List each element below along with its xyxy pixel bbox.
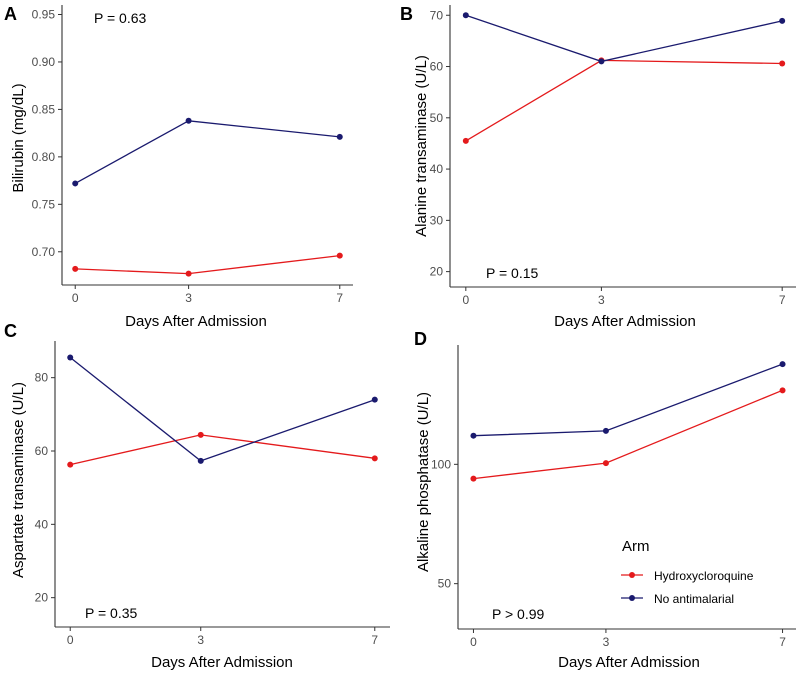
panel-d-ylabel: Alkaline phosphatase (U/L) (415, 392, 432, 572)
panel-a-point-hydroxycloroquine (72, 265, 79, 272)
panel-a-ytick-label: 0.80 (32, 150, 56, 164)
panel-b-xtick-label: 0 (462, 293, 469, 307)
panel-c-point-hydroxycloroquine (371, 455, 378, 462)
panel-c-ytick-label: 60 (35, 444, 49, 458)
panel-c-line-no-antimalarial (69, 356, 376, 462)
panel-b-ytick-label: 20 (430, 265, 444, 279)
panel-c-point-hydroxycloroquine (67, 461, 74, 468)
legend: Arm Hydroxycloroquine No antimalarial (621, 538, 754, 606)
panel-b-point-no-antimalarial (462, 12, 469, 19)
legend-dot-no-antimalarial (629, 595, 635, 601)
legend-dot-hydroxycloroquine (629, 572, 635, 578)
panel-a-line-hydroxycloroquine (75, 254, 340, 275)
panel-a: A Days After Admission Bilirubin (mg/dL)… (4, 4, 353, 330)
panel-a-ytick-label: 0.95 (32, 7, 56, 21)
panel-c-ytick-label: 20 (35, 591, 49, 605)
panel-d-xtick-label: 0 (470, 635, 477, 649)
panel-c-xtick-label: 3 (197, 633, 204, 647)
panel-d: D Days After Admission Alkaline phosphat… (414, 329, 796, 671)
panel-c-xlabel: Days After Admission (151, 654, 293, 671)
panel-b-xtick-label: 7 (779, 293, 786, 307)
panel-c-line-hydroxycloroquine (70, 434, 375, 466)
panel-d-point-no-antimalarial (779, 361, 786, 368)
panel-b-ytick-label: 70 (430, 8, 444, 22)
panel-a-ytick-label: 0.85 (32, 102, 56, 116)
panel-a-line-no-antimalarial (74, 120, 340, 184)
panel-a-point-hydroxycloroquine (336, 252, 343, 259)
panel-c-ytick-label: 80 (35, 371, 49, 385)
panel-b-ytick-label: 60 (430, 60, 444, 74)
panel-d-ytick-label: 50 (438, 577, 452, 591)
panel-b-ytick-label: 30 (430, 213, 444, 227)
panel-b-point-no-antimalarial (598, 58, 605, 65)
panel-b-ytick-label: 50 (430, 111, 444, 125)
panel-a-point-hydroxycloroquine (185, 270, 192, 277)
panel-d-line-no-antimalarial (473, 363, 783, 437)
panel-a-ylabel: Bilirubin (mg/dL) (10, 83, 27, 192)
panel-c-xtick-label: 7 (371, 633, 378, 647)
panel-a-ytick-label: 0.75 (32, 197, 56, 211)
panel-c-point-no-antimalarial (371, 396, 378, 403)
panel-b-point-hydroxycloroquine (779, 60, 786, 67)
panel-b-line-no-antimalarial (465, 14, 783, 63)
panel-b-xlabel: Days After Admission (554, 313, 696, 330)
panel-b-xtick-label: 3 (598, 293, 605, 307)
panel-b: B Days After Admission Alanine transamin… (400, 4, 796, 330)
panel-d-point-no-antimalarial (602, 427, 609, 434)
legend-title: Arm (622, 538, 650, 555)
panel-c-xtick-label: 0 (67, 633, 74, 647)
panel-c-point-hydroxycloroquine (197, 431, 204, 438)
panel-b-point-no-antimalarial (779, 17, 786, 24)
panel-a-point-no-antimalarial (72, 180, 79, 187)
panel-b-ytick-label: 40 (430, 162, 444, 176)
panel-a-xtick-label: 7 (336, 291, 343, 305)
panel-a-letter: A (4, 4, 17, 24)
panel-d-p-value: P > 0.99 (492, 606, 545, 622)
panel-a-xtick-label: 0 (72, 291, 79, 305)
panel-a-p-value: P = 0.63 (94, 10, 147, 26)
panel-c: C Days After Admission Aspartate transam… (4, 321, 390, 671)
legend-label-hydroxycloroquine: Hydroxycloroquine (654, 569, 754, 583)
panel-a-xlabel: Days After Admission (125, 313, 267, 330)
panel-c-ylabel: Aspartate transaminase (U/L) (10, 382, 27, 578)
panel-a-ytick-label: 0.90 (32, 55, 56, 69)
panel-d-point-hydroxycloroquine (470, 475, 477, 482)
panel-a-xtick-label: 3 (185, 291, 192, 305)
panel-c-ytick-label: 40 (35, 517, 49, 531)
legend-label-no-antimalarial: No antimalarial (654, 592, 734, 606)
panel-c-p-value: P = 0.35 (85, 605, 138, 621)
panel-d-xtick-label: 7 (779, 635, 786, 649)
panel-a-point-no-antimalarial (336, 133, 343, 140)
panel-b-line-hydroxycloroquine (465, 59, 783, 142)
panel-d-xtick-label: 3 (603, 635, 610, 649)
panel-d-point-no-antimalarial (470, 432, 477, 439)
panel-a-point-no-antimalarial (185, 117, 192, 124)
panel-d-point-hydroxycloroquine (779, 387, 786, 394)
panel-c-letter: C (4, 321, 17, 341)
panel-b-p-value: P = 0.15 (486, 265, 539, 281)
panel-d-letter: D (414, 329, 427, 349)
panel-b-letter: B (400, 4, 413, 24)
panel-c-point-no-antimalarial (197, 457, 204, 464)
panel-d-xlabel: Days After Admission (558, 654, 700, 671)
panel-a-ytick-label: 0.70 (32, 245, 56, 259)
panel-b-point-hydroxycloroquine (462, 137, 469, 144)
panel-d-ytick-label: 100 (431, 457, 451, 471)
panel-b-ylabel: Alanine transaminase (U/L) (413, 55, 430, 237)
panel-d-point-hydroxycloroquine (602, 460, 609, 467)
panel-c-point-no-antimalarial (67, 354, 74, 361)
